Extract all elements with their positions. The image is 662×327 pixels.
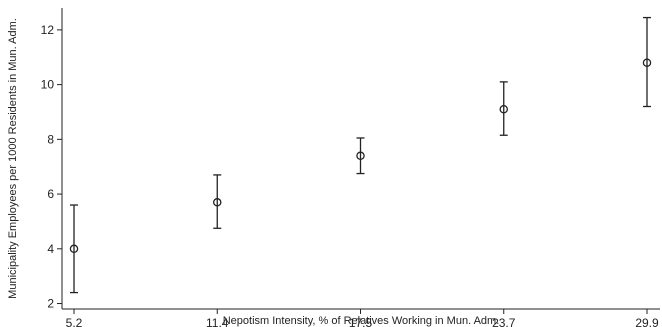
x-tick-label-11.4: 11.4 (206, 316, 229, 327)
x-ticks: 5.2 11.4 17.5 23.7 29.9 (66, 309, 659, 327)
data-point-group-11.4 (212, 174, 222, 229)
data-point-29.9 (642, 58, 652, 67)
data-point-group-23.7 (499, 81, 508, 136)
y-tick-label-10: 10 (41, 78, 55, 92)
y-axis-title: Municipality Employees per 1000 Resident… (7, 18, 19, 299)
x-tick-label-5.2: 5.2 (66, 316, 83, 327)
data-point-17.5 (356, 151, 365, 161)
data-point-group-17.5 (356, 137, 365, 175)
y-tick-label-12: 12 (41, 23, 55, 37)
y-tick-label-2: 2 (47, 297, 54, 311)
data-point-group-5.2 (69, 204, 79, 294)
x-axis-title: Nepotism Intensity, % of Relatives Worki… (223, 315, 500, 327)
y-tick-label-4: 4 (47, 242, 54, 256)
data-point-5.2 (69, 244, 79, 254)
x-tick-label-29.9: 29.9 (635, 316, 659, 327)
y-tick-label-6: 6 (47, 187, 54, 201)
data-point-group-29.9 (642, 16, 652, 108)
data-points (69, 16, 652, 294)
data-point-11.4 (212, 198, 222, 207)
y-ticks: 2 4 6 8 10 12 (41, 23, 62, 311)
x-tick-label-23.7: 23.7 (492, 316, 516, 327)
data-point-23.7 (499, 104, 508, 114)
x-tick-label-17.5: 17.5 (349, 316, 373, 327)
y-tick-label-8: 8 (47, 132, 54, 146)
